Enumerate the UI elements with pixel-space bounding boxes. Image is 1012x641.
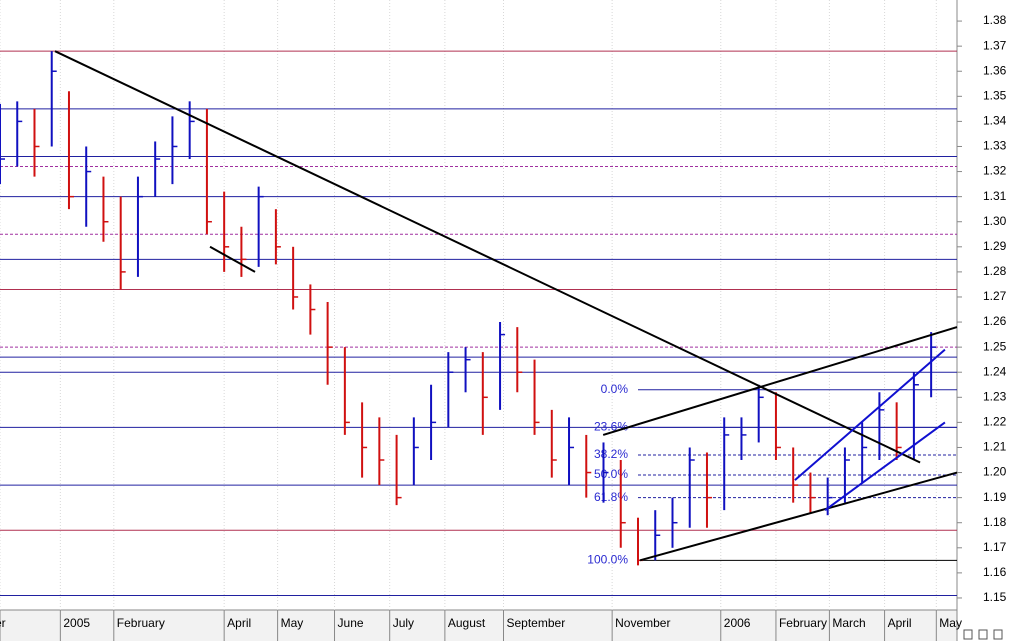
trendline: [602, 326, 958, 436]
y-tick-label: 1.24: [983, 364, 1007, 378]
trendline: [209, 245, 256, 273]
y-tick-label: 1.38: [983, 13, 1007, 27]
y-tick-label: 1.15: [983, 590, 1007, 604]
x-tick-label: July: [393, 616, 414, 630]
y-tick-label: 1.16: [983, 565, 1007, 579]
x-tick-label: April: [227, 616, 251, 630]
x-tick-label: February: [779, 616, 827, 630]
y-tick-label: 1.30: [983, 214, 1007, 228]
toolbar-icons: [963, 629, 1003, 640]
y-tick-label: 1.31: [983, 189, 1007, 203]
icon: [993, 629, 1003, 640]
fib-label: 0.0%: [601, 382, 629, 396]
y-tick-label: 1.26: [983, 314, 1007, 328]
y-tick-label: 1.19: [983, 490, 1007, 504]
x-tick-label: September: [507, 616, 566, 630]
x-tick-label: April: [888, 616, 912, 630]
y-tick-label: 1.34: [983, 114, 1007, 128]
y-tick-label: 1.29: [983, 239, 1007, 253]
y-tick-label: 1.32: [983, 164, 1007, 178]
x-tick-label: June: [338, 616, 364, 630]
y-tick-label: 1.28: [983, 264, 1007, 278]
icon: [963, 629, 973, 640]
y-tick-label: 1.35: [983, 88, 1007, 102]
y-tick-label: 1.27: [983, 289, 1007, 303]
x-tick-label: 2006: [724, 616, 751, 630]
x-tick-label: May: [281, 616, 304, 630]
x-tick-label: March: [832, 616, 865, 630]
x-tick-label: er: [0, 616, 6, 630]
fib-label: 50.0%: [594, 467, 628, 481]
y-tick-label: 1.37: [983, 38, 1007, 52]
y-tick-label: 1.23: [983, 389, 1007, 403]
trendline: [54, 50, 921, 464]
y-tick-label: 1.25: [983, 339, 1007, 353]
x-tick-label: May: [939, 616, 962, 630]
x-tick-label: February: [117, 616, 165, 630]
x-axis-strip: [0, 610, 957, 641]
y-tick-label: 1.18: [983, 515, 1007, 529]
icon: [978, 629, 988, 640]
trendline: [794, 348, 946, 481]
fib-label: 61.8%: [594, 490, 628, 504]
fib-label: 100.0%: [587, 553, 628, 567]
x-tick-label: August: [448, 616, 486, 630]
trendline: [639, 471, 958, 562]
y-tick-label: 1.20: [983, 465, 1007, 479]
y-tick-label: 1.36: [983, 63, 1007, 77]
y-tick-label: 1.17: [983, 540, 1007, 554]
x-tick-label: November: [615, 616, 670, 630]
x-tick-label: 2005: [63, 616, 90, 630]
y-tick-label: 1.22: [983, 415, 1007, 429]
trendline: [824, 421, 946, 511]
y-tick-label: 1.33: [983, 139, 1007, 153]
y-tick-label: 1.21: [983, 440, 1007, 454]
fib-label: 38.2%: [594, 447, 628, 461]
